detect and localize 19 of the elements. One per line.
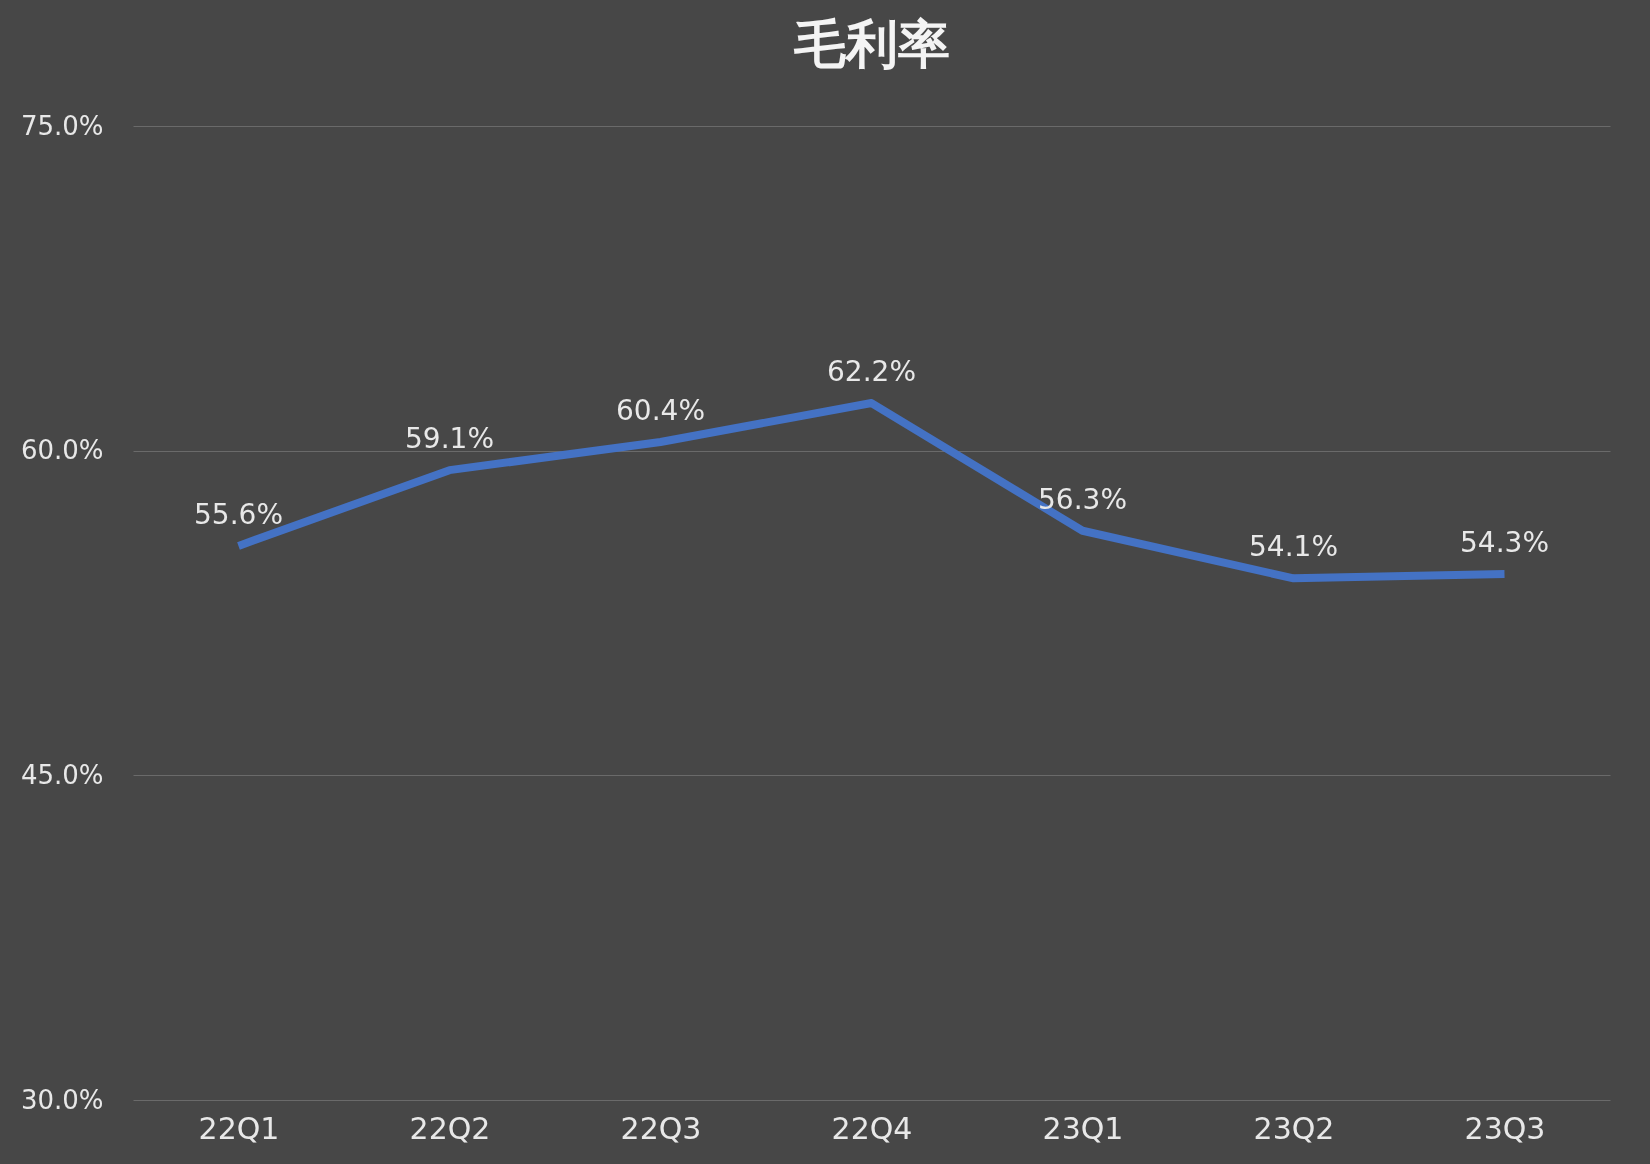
x-tick-label: 23Q3 <box>1464 1110 1546 1146</box>
y-tick-label: 30.0% <box>20 1084 104 1115</box>
data-label: 62.2% <box>827 355 916 389</box>
chart-title: 毛利率 <box>792 14 950 74</box>
data-label: 55.6% <box>194 497 283 531</box>
y-tick-label: 75.0% <box>20 110 104 141</box>
data-label: 54.1% <box>1249 530 1338 564</box>
data-label: 59.1% <box>405 422 494 456</box>
x-tick-label: 23Q1 <box>1042 1110 1124 1146</box>
data-label: 60.4% <box>616 394 705 428</box>
x-tick-label: 22Q2 <box>409 1110 491 1146</box>
data-label: 54.3% <box>1460 526 1549 560</box>
x-tick-label: 22Q3 <box>620 1110 702 1146</box>
x-tick-label: 22Q4 <box>831 1110 913 1146</box>
x-tick-label: 22Q1 <box>198 1110 280 1146</box>
y-tick-label: 45.0% <box>20 759 104 790</box>
x-tick-label: 23Q2 <box>1253 1110 1335 1146</box>
data-label: 56.3% <box>1038 482 1127 516</box>
y-tick-label: 60.0% <box>20 435 104 466</box>
